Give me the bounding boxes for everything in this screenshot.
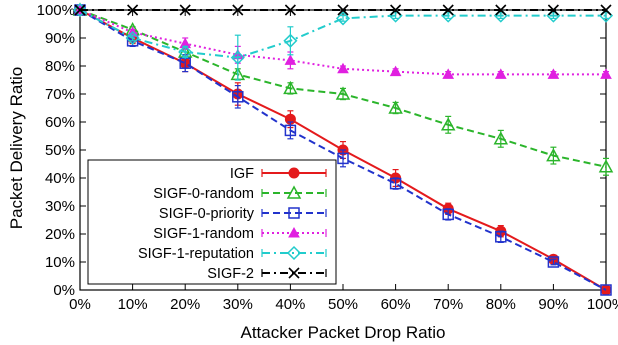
error-bar (234, 84, 241, 109)
data-point (598, 159, 614, 173)
x-tick-label: 0% (69, 296, 91, 313)
data-point (335, 86, 351, 100)
data-point (495, 231, 507, 243)
error-bar (234, 34, 241, 81)
legend-marker (288, 207, 300, 219)
data-point (284, 54, 297, 65)
data-point (546, 148, 561, 162)
legend-marker (286, 185, 302, 199)
data-point (547, 256, 560, 268)
x-tick-label: 80% (486, 296, 516, 313)
y-tick-label: 60% (45, 114, 75, 131)
y-tick-label: 0% (53, 282, 75, 299)
data-point (74, 4, 86, 16)
legend-label: SIGF-1-random (153, 226, 254, 242)
y-tick-label: 20% (45, 226, 75, 243)
x-tick-label: 70% (433, 296, 463, 313)
data-point (389, 177, 402, 190)
legend-item: SIGF-2 (207, 266, 327, 282)
y-axis-title: Packet Delivery Ratio (7, 67, 26, 230)
y-tick-label: 90% (45, 30, 75, 47)
data-point (389, 65, 402, 77)
series-sigf-2 (74, 4, 612, 16)
data-point (390, 4, 402, 16)
series-line (79, 9, 606, 59)
data-point (283, 80, 298, 95)
data-point (178, 44, 193, 60)
legend-marker (288, 226, 300, 238)
legend-marker (288, 267, 300, 279)
data-point (337, 152, 349, 165)
data-point (284, 124, 297, 137)
data-point (495, 4, 507, 16)
legend-box (87, 159, 337, 285)
data-point (442, 4, 454, 16)
data-point (125, 30, 140, 46)
legend-item: SIGF-0-random (153, 185, 327, 202)
y-tick-label: 70% (45, 86, 75, 103)
data-point (284, 4, 296, 16)
series-sigf-1-reputation (72, 2, 614, 81)
legend-label: SIGF-0-random (153, 186, 254, 202)
x-axis-title: Attacker Packet Drop Ratio (240, 323, 445, 342)
data-point (547, 68, 560, 79)
data-point (600, 4, 612, 16)
y-tick-label: 40% (45, 170, 75, 187)
error-bar (340, 15, 346, 22)
series-layer (72, 2, 614, 296)
legend: IGF SIGF-0-random SIGF-0-priority SIGF-1-ra… (87, 159, 337, 285)
y-tick-label: 10% (45, 254, 75, 271)
y-axis: 0% 10% 20% 30% 40% 50% 60% 70% 80% 90% 100% (37, 2, 606, 299)
legend-marker (286, 245, 302, 261)
data-point (337, 62, 349, 74)
y-tick-label: 100% (37, 2, 75, 19)
data-point (547, 4, 559, 16)
data-point (232, 91, 244, 103)
x-tick-label: 40% (275, 296, 305, 313)
x-tick-label: 100% (587, 296, 618, 313)
series-sigf-1-random (74, 3, 612, 79)
data-point (442, 208, 454, 221)
legend-item: SIGF-0-priority (159, 206, 327, 222)
data-point (127, 4, 139, 16)
legend-label: IGF (230, 166, 254, 182)
x-tick-label: 10% (118, 296, 148, 313)
data-point (179, 4, 191, 16)
legend-label: SIGF-0-priority (159, 206, 255, 222)
error-bar (550, 258, 557, 266)
error-bar (129, 34, 136, 42)
x-tick-label: 50% (328, 296, 358, 313)
legend-item: IGF (230, 166, 327, 182)
data-point (337, 4, 349, 16)
y-tick-label: 50% (45, 142, 75, 159)
data-point (494, 68, 507, 79)
x-tick-label: 60% (381, 296, 411, 313)
y-tick-label: 30% (45, 198, 75, 215)
x-tick-label: 90% (538, 296, 568, 313)
data-point (283, 33, 298, 48)
x-tick-label: 20% (170, 296, 200, 313)
data-point (232, 4, 244, 16)
legend-label: SIGF-1-reputation (138, 246, 254, 262)
data-point (72, 2, 88, 18)
data-point (600, 284, 612, 296)
y-tick-label: 80% (45, 58, 75, 75)
data-point (600, 68, 612, 79)
x-tick-label: 30% (223, 296, 253, 313)
data-point (442, 68, 455, 79)
x-axis: 0% 10% 20% 30% 40% 50% 60% 70% 80% 90% 100% (69, 10, 618, 313)
data-point (493, 131, 509, 145)
legend-marker (288, 167, 300, 179)
legend-item: SIGF-1-random (153, 226, 327, 242)
data-point (388, 100, 403, 114)
data-point (230, 50, 245, 65)
error-bar (287, 26, 294, 56)
data-point (440, 117, 456, 131)
legend-label: SIGF-2 (207, 266, 254, 282)
legend-item: SIGF-1-reputation (138, 245, 327, 262)
data-point (335, 11, 351, 26)
